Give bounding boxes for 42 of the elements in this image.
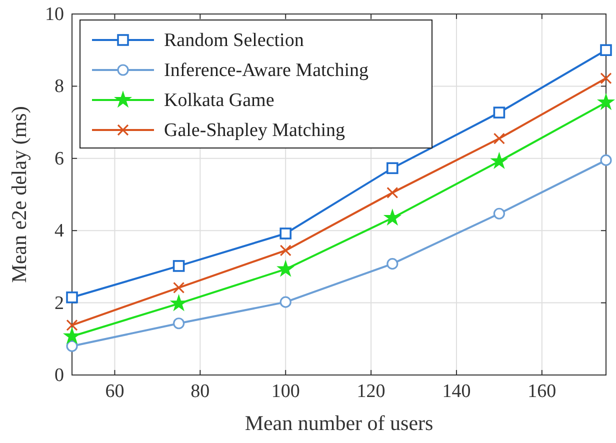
point xyxy=(493,132,505,144)
x-tick-label: 80 xyxy=(190,381,210,402)
x-tick-label: 60 xyxy=(105,381,124,402)
y-tick-label: 8 xyxy=(54,76,64,98)
point xyxy=(173,282,185,294)
legend-label: Gale-Shapley Matching xyxy=(164,120,346,141)
point xyxy=(66,340,78,352)
point xyxy=(64,328,80,344)
point xyxy=(280,296,292,308)
point xyxy=(598,94,614,110)
point xyxy=(170,295,187,310)
legend-label: Inference-Aware Matching xyxy=(164,60,369,81)
y-axis-title: Mean e2e delay (ms) xyxy=(7,106,31,283)
x-tick-label: 100 xyxy=(271,381,300,402)
point xyxy=(600,72,612,84)
legend-label: Random Selection xyxy=(164,30,304,51)
y-tick-label: 0 xyxy=(54,365,64,386)
y-tick-label: 2 xyxy=(54,292,64,314)
point xyxy=(280,228,292,240)
point xyxy=(173,318,185,330)
point xyxy=(384,210,400,225)
point xyxy=(278,260,294,276)
point xyxy=(66,291,78,304)
point xyxy=(491,152,508,168)
x-tick-label: 120 xyxy=(356,381,386,402)
legend-label: Kolkata Game xyxy=(164,90,274,111)
point xyxy=(386,258,398,270)
y-tick-label: 6 xyxy=(54,148,64,170)
point xyxy=(172,260,185,272)
point xyxy=(66,319,78,331)
point xyxy=(493,208,505,220)
point xyxy=(600,44,612,56)
x-tick-label: 160 xyxy=(528,381,556,402)
y-tick-label: 4 xyxy=(54,220,64,242)
y-tick-label: 10 xyxy=(45,4,64,25)
x-tick-label: 140 xyxy=(442,381,471,402)
point xyxy=(386,186,398,198)
point xyxy=(493,106,506,118)
point xyxy=(386,162,398,174)
point xyxy=(280,244,292,256)
point xyxy=(600,154,612,166)
x-axis-title: Mean number of users xyxy=(244,411,434,435)
